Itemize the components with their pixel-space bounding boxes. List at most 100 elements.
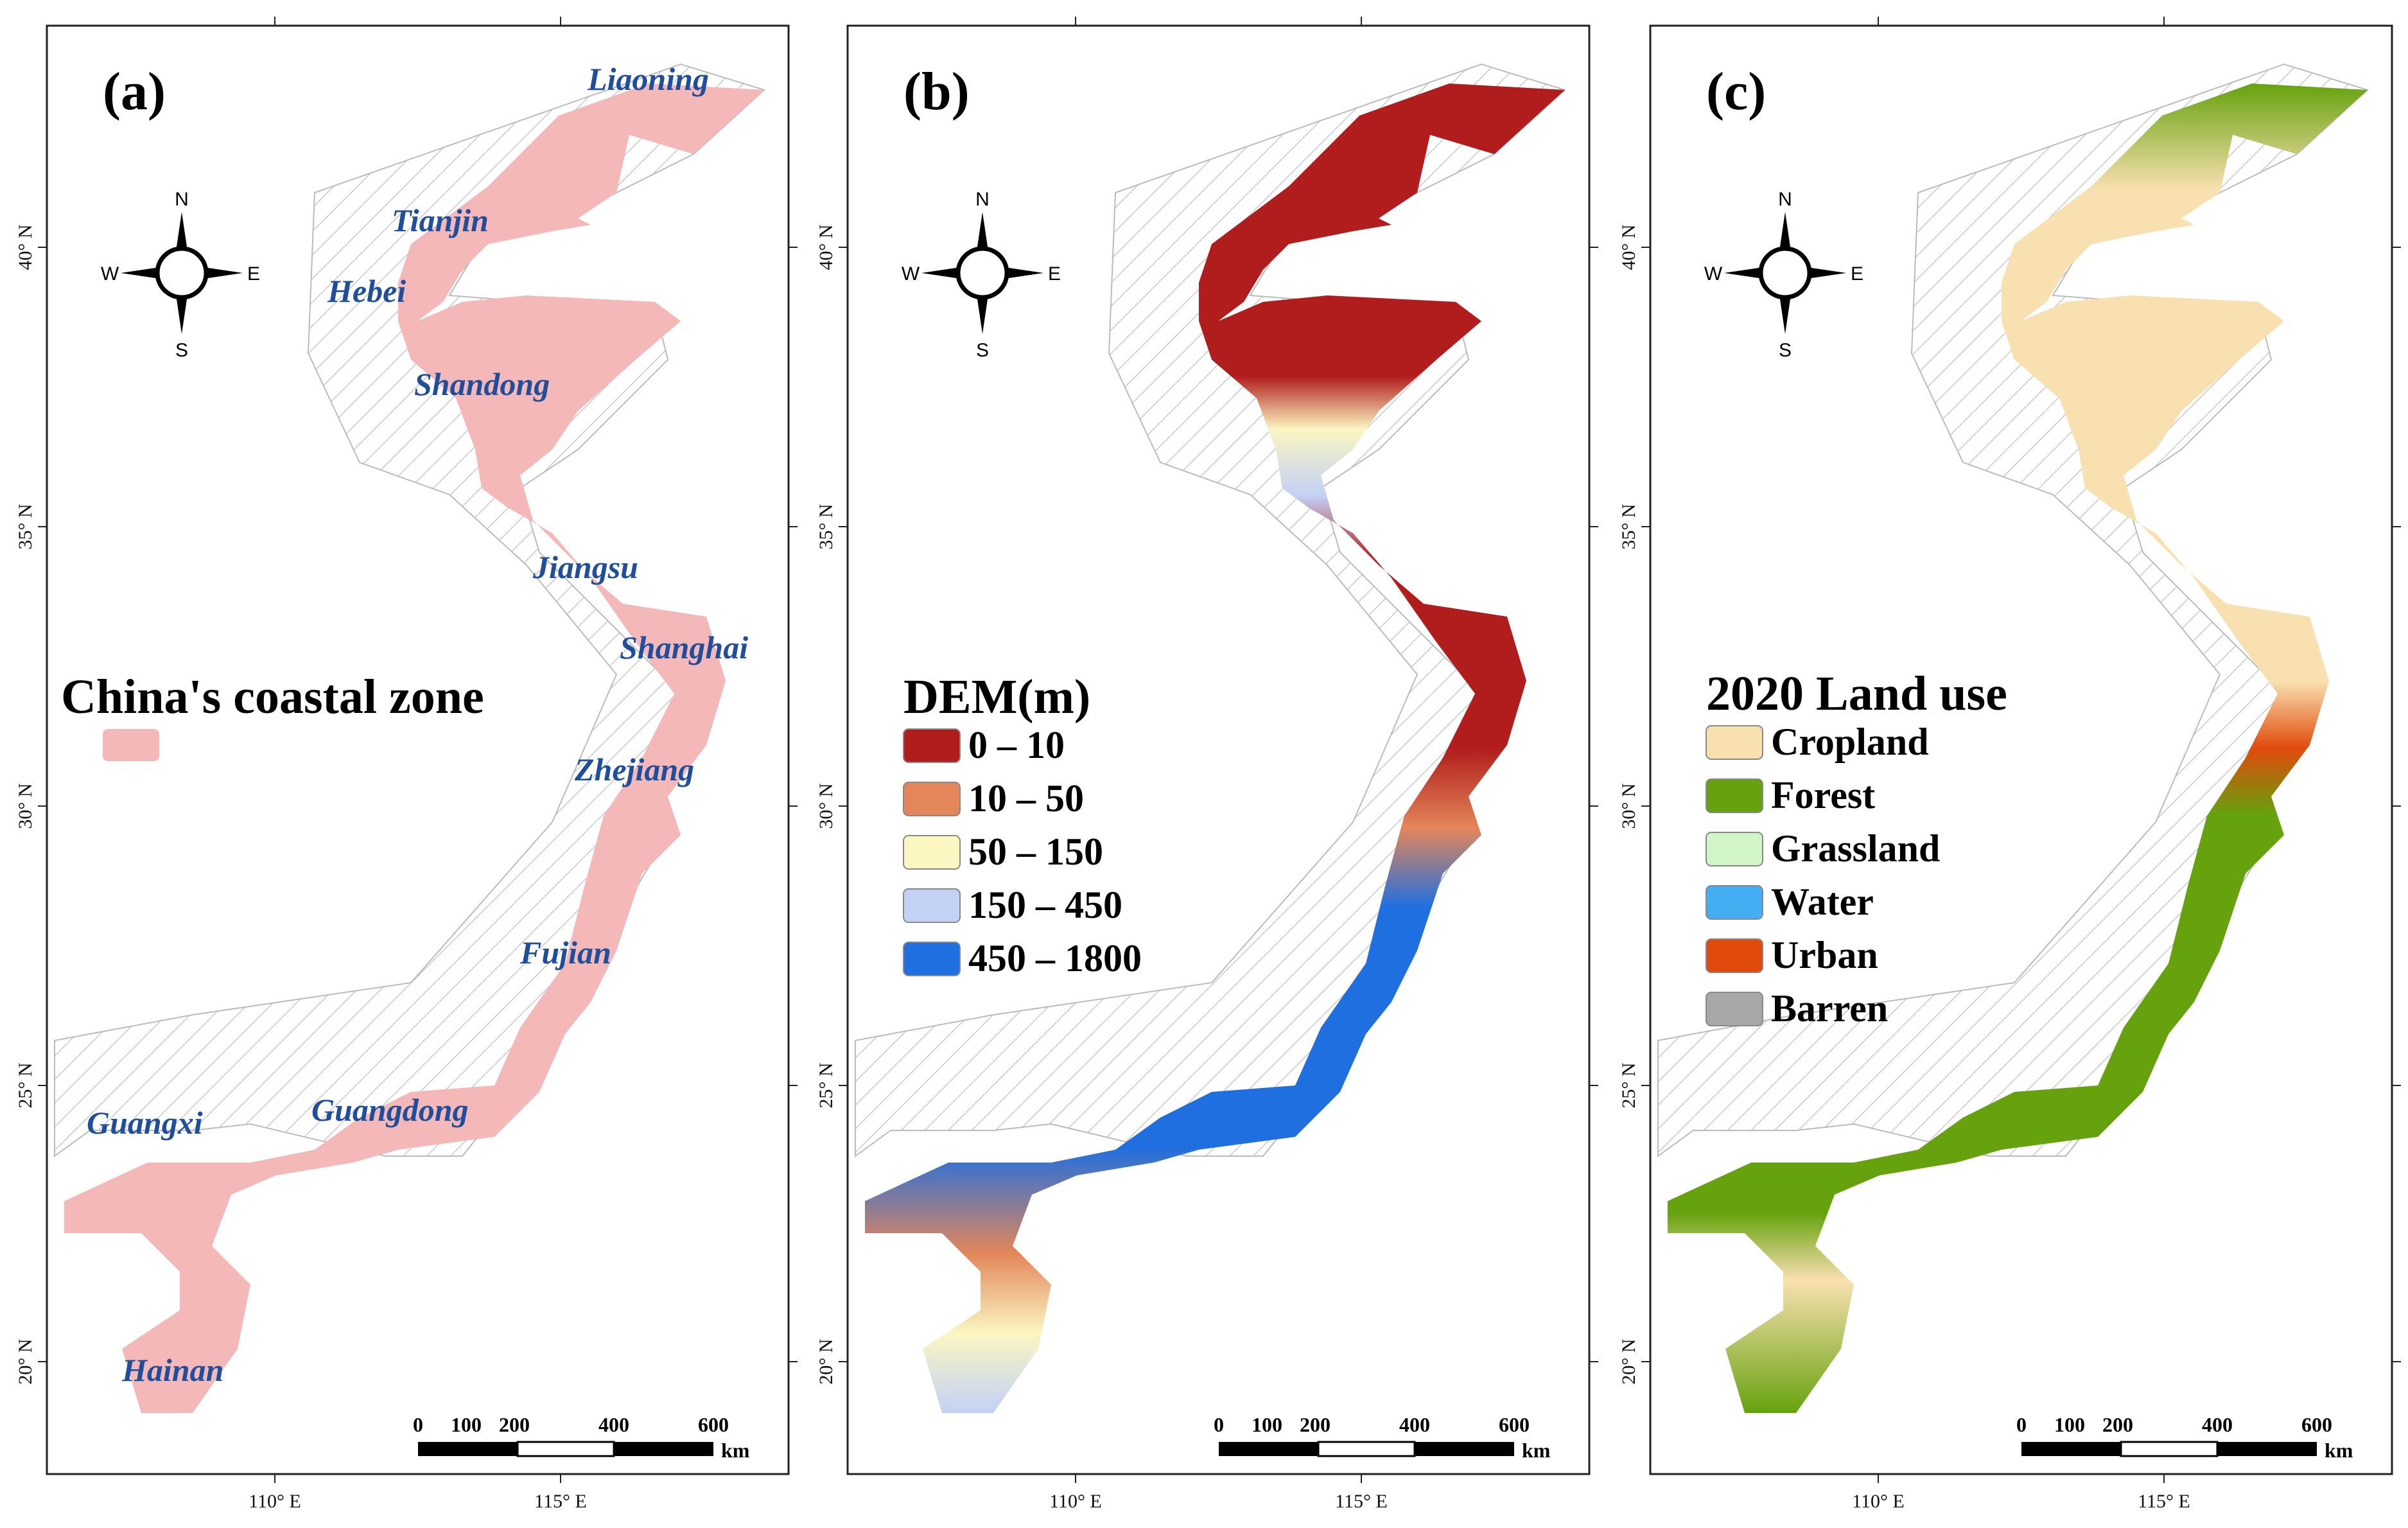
province-hainan: Hainan — [121, 1352, 223, 1388]
scale-bar-segment — [2021, 1442, 2121, 1456]
compass-ring — [955, 246, 1009, 300]
scale-bar-tick-label: 200 — [2102, 1413, 2133, 1436]
province-liaoning: Liaoning — [587, 61, 709, 97]
lat-tick-label: 30° N — [816, 783, 837, 829]
scale-bar-segment — [2217, 1442, 2317, 1456]
province-guangxi: Guangxi — [87, 1105, 203, 1141]
panel-b: (b) DEM(m) 0 – 10 10 – 50 50 – 150 150 –… — [846, 24, 1591, 1475]
panel-c-legend-title: 2020 Land use — [1706, 667, 2007, 721]
panel-b-label: (b) — [903, 62, 970, 121]
panel-a-coastal-zone-shape — [64, 83, 764, 1413]
scale-bar-segment — [2120, 1441, 2219, 1457]
landuse-label-grassland: Grassland — [1771, 827, 1940, 870]
lat-tick-label: 30° N — [1618, 783, 1639, 829]
scale-bar-segment — [1317, 1441, 1416, 1457]
compass-ring — [155, 246, 209, 300]
lat-tick-label: 40° N — [15, 224, 36, 270]
scale-bar-tick-label: 0 — [2016, 1413, 2027, 1436]
lat-tick-label: 20° N — [816, 1339, 837, 1384]
landuse-swatch-water — [1706, 885, 1763, 920]
lat-tick-label: 30° N — [15, 783, 36, 829]
scale-bar-tick-label: 0 — [413, 1413, 423, 1436]
lat-tick-label: 20° N — [1618, 1339, 1639, 1384]
scale-bar-tick-label: 100 — [1252, 1413, 1282, 1436]
landuse-swatch-forest — [1706, 778, 1763, 813]
province-tianjin: Tianjin — [392, 202, 489, 238]
compass-n-label: N — [975, 189, 990, 210]
scale-bar-segment — [418, 1442, 518, 1456]
landuse-swatch-cropland — [1706, 725, 1763, 760]
scale-bar-tick-label: 100 — [451, 1413, 482, 1436]
panel-c-landuse-shape — [1668, 83, 2368, 1413]
province-hebei: Hebei — [327, 273, 406, 309]
panel-b-legend-title: DEM(m) — [903, 670, 1090, 724]
panel-b-legend: 0 – 10 10 – 50 50 – 150 150 – 450 450 – … — [903, 724, 1142, 979]
compass-ring — [1758, 246, 1812, 300]
lat-tick-label: 20° N — [15, 1339, 36, 1384]
compass-e-label: E — [1851, 263, 1863, 285]
landuse-label-barren: Barren — [1771, 987, 1888, 1030]
compass-s-label: S — [976, 340, 989, 361]
scale-bar-segment — [1415, 1442, 1514, 1456]
province-shanghai: Shanghai — [620, 629, 748, 665]
compass-n-label: N — [175, 189, 189, 210]
panel-a-label: (a) — [103, 62, 166, 121]
dem-swatch-450-1800 — [903, 942, 961, 976]
landuse-swatch-grassland — [1706, 832, 1763, 866]
dem-swatch-10-50 — [903, 782, 961, 816]
scale-bar-tick-label: 200 — [1300, 1413, 1331, 1436]
lat-tick-label: 35° N — [816, 504, 837, 549]
province-guangdong: Guangdong — [311, 1092, 469, 1128]
generated-map-furniture: 110° E 115° E 40° N 35° N 30° N 25° N 20° N N S W… — [15, 17, 2401, 1512]
province-jiangsu: Jiangsu — [532, 549, 638, 585]
scale-bar-unit: km — [2325, 1439, 2353, 1462]
scale-bar-segment — [516, 1441, 615, 1457]
lon-tick-label: 110° E — [1852, 1491, 1905, 1512]
compass-n-label: N — [1778, 189, 1792, 210]
lon-tick-label: 115° E — [1335, 1491, 1388, 1512]
scale-bar-tick-label: 400 — [1399, 1413, 1430, 1436]
landuse-label-water: Water — [1771, 881, 1874, 923]
panel-a-legend-swatch — [103, 729, 159, 761]
lat-tick-label: 35° N — [15, 504, 36, 549]
lat-tick-label: 25° N — [1618, 1062, 1639, 1108]
scale-bar-tick-label: 600 — [698, 1413, 729, 1436]
compass-s-label: S — [1779, 340, 1792, 361]
panel-c-legend: Cropland Forest Grassland Water Urban Ba… — [1706, 721, 1940, 1030]
compass-e-label: E — [1048, 263, 1061, 285]
scale-bar-tick-label: 0 — [1214, 1413, 1224, 1436]
lon-tick-label: 115° E — [2138, 1491, 2190, 1512]
lat-tick-label: 35° N — [1618, 504, 1639, 549]
panel-a-legend-title: China's coastal zone — [61, 670, 484, 724]
compass-w-label: W — [902, 263, 920, 285]
scale-bar-unit: km — [721, 1439, 750, 1462]
scale-bar-unit: km — [1522, 1439, 1551, 1462]
scale-bar-tick-label: 600 — [1499, 1413, 1530, 1436]
compass-w-label: W — [1704, 263, 1723, 285]
landuse-label-forest: Forest — [1771, 774, 1875, 816]
dem-swatch-0-10 — [903, 728, 961, 763]
dem-label-0-10: 0 – 10 — [968, 724, 1065, 766]
dem-label-50-150: 50 – 150 — [968, 830, 1103, 873]
province-zhejiang: Zhejiang — [574, 751, 694, 787]
lat-tick-label: 40° N — [816, 224, 837, 270]
scale-bar-tick-label: 100 — [2054, 1413, 2085, 1436]
scale-bar-tick-label: 600 — [2301, 1413, 2332, 1436]
dem-label-450-1800: 450 – 1800 — [968, 937, 1142, 979]
lat-tick-label: 25° N — [816, 1062, 837, 1108]
dem-swatch-150-450 — [903, 888, 961, 923]
scale-bar-tick-label: 200 — [499, 1413, 530, 1436]
compass-e-label: E — [247, 263, 260, 285]
lat-tick-label: 25° N — [15, 1062, 36, 1108]
lon-tick-label: 115° E — [534, 1491, 587, 1512]
scale-bar-segment — [1219, 1442, 1318, 1456]
compass-w-label: W — [101, 263, 119, 285]
compass-s-label: S — [175, 340, 188, 361]
lon-tick-label: 110° E — [1049, 1491, 1102, 1512]
landuse-swatch-urban — [1706, 938, 1763, 973]
lon-tick-label: 110° E — [249, 1491, 301, 1512]
scale-bar-segment — [614, 1442, 713, 1456]
panel-c-label: (c) — [1706, 62, 1766, 121]
landuse-label-cropland: Cropland — [1771, 721, 1929, 763]
